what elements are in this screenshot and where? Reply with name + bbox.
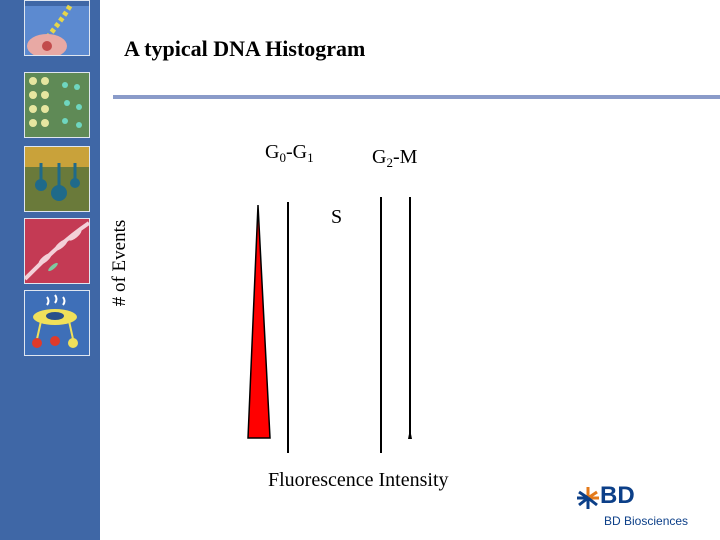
y-axis-label: # of Events [109,219,130,307]
leaf-icon [24,218,90,284]
dna-histogram-plot [247,197,412,453]
title-divider [113,95,720,99]
g0-g1-peak [247,204,271,439]
dot-pattern-icon [24,72,90,138]
g2-m-label: G2-M [372,146,418,170]
sidebar [0,0,100,540]
bd-logo-mark-icon [577,487,599,509]
cell-dish-icon [24,290,90,356]
g0-g1-label: G0-G1 [265,141,314,165]
x-axis-label: Fluorescence Intensity [268,469,449,491]
bd-biosciences-text: BD Biosciences [604,514,689,528]
slide-title: A typical DNA Histogram [124,36,366,61]
cell-cycle-icon [24,0,90,56]
s-phase-label: S [331,206,343,228]
g2-m-peak [408,429,412,439]
bd-brand-text: BD [600,482,635,509]
cell-cluster-icon [24,146,90,212]
